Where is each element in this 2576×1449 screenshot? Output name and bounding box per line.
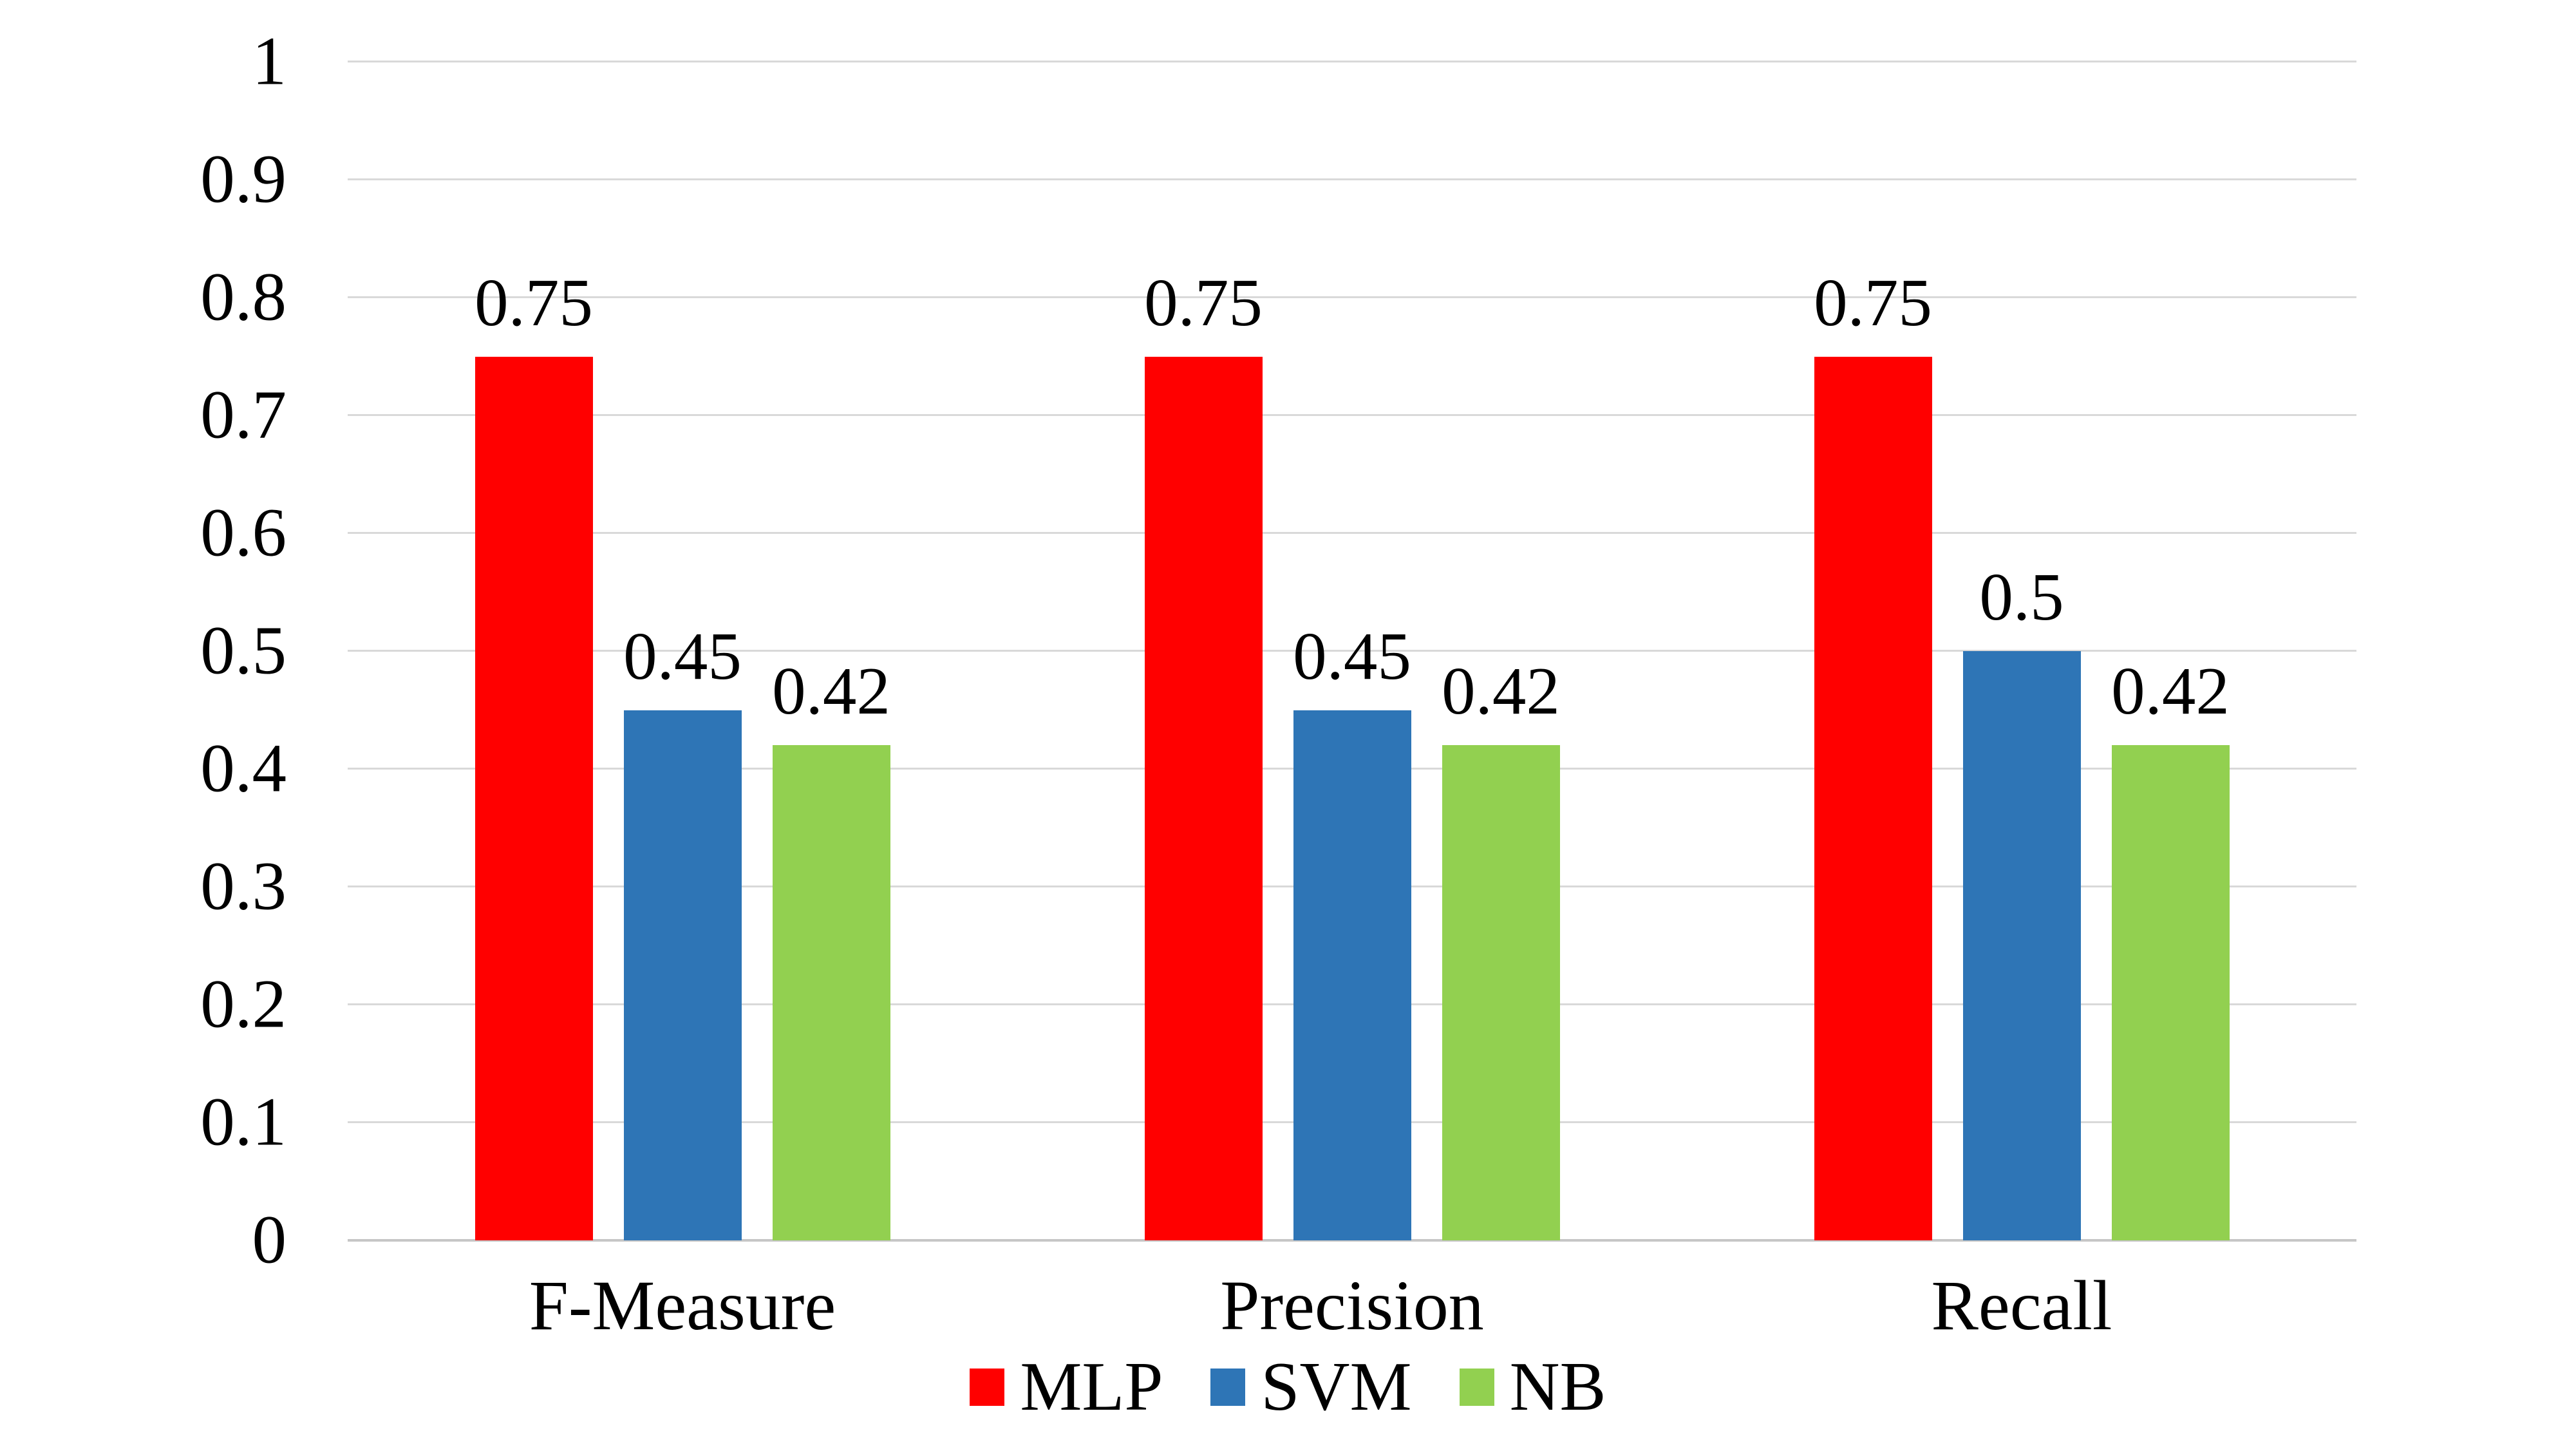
y-tick-label: 0.3: [200, 848, 287, 925]
y-tick-label: 0.6: [200, 495, 287, 571]
legend-label: MLP: [1020, 1349, 1163, 1425]
bar-svm-f-measure: [623, 710, 742, 1240]
bar-value-label: 0.42: [2111, 653, 2230, 729]
plot-area: 0.75 0.45 0.42 0.75 0.45 0.42 0.75 0.5 0.42: [348, 61, 2356, 1242]
y-tick-label: 1: [252, 23, 287, 100]
bar-svm-precision: [1293, 710, 1411, 1240]
gridline: [348, 650, 2356, 652]
legend-item-mlp: MLP: [970, 1352, 1163, 1422]
legend: MLP SVM NB: [0, 1352, 2576, 1422]
category-label-precision: Precision: [1220, 1266, 1484, 1345]
gridline: [348, 296, 2356, 298]
legend-item-nb: NB: [1459, 1349, 1606, 1425]
legend-swatch-nb: [1459, 1368, 1494, 1406]
bar-value-label: 0.42: [772, 653, 890, 729]
x-axis-line: [348, 1239, 2356, 1242]
bar-mlp-recall: [1814, 356, 1932, 1240]
legend-swatch-svm: [1210, 1368, 1246, 1406]
bar-nb-f-measure: [772, 745, 890, 1240]
legend-item-svm: SVM: [1210, 1349, 1412, 1425]
legend-label: NB: [1509, 1349, 1606, 1425]
gridline: [348, 532, 2356, 534]
y-tick-label: 0.8: [200, 259, 287, 336]
bar-nb-precision: [1442, 745, 1560, 1240]
legend-swatch-mlp: [970, 1368, 1005, 1406]
category-label-f-measure: F-Measure: [529, 1266, 836, 1345]
bar-svm-recall: [1962, 651, 2081, 1240]
bar-value-label: 0.75: [475, 264, 593, 340]
bar-value-label: 0.75: [1144, 264, 1263, 340]
bar-value-label: 0.42: [1442, 653, 1560, 729]
bar-value-label: 0.45: [623, 618, 742, 694]
y-tick-label: 0.7: [200, 377, 287, 453]
gridline: [348, 414, 2356, 416]
legend-label: SVM: [1261, 1349, 1412, 1425]
gridline: [348, 178, 2356, 180]
category-label-recall: Recall: [1931, 1266, 2112, 1345]
y-axis: 1 0.9 0.8 0.7 0.6 0.5 0.4 0.3 0.2 0.1 0: [0, 27, 287, 1274]
bar-nb-recall: [2111, 745, 2230, 1240]
bar-value-label: 0.45: [1293, 618, 1411, 694]
y-tick-label: 0.4: [200, 730, 287, 807]
bar-value-label: 0.75: [1814, 264, 1932, 340]
bar-mlp-f-measure: [475, 356, 593, 1240]
bar-mlp-precision: [1144, 356, 1263, 1240]
gridline: [348, 61, 2356, 62]
y-tick-label: 0.1: [200, 1084, 287, 1160]
bar-value-label: 0.5: [1979, 559, 2064, 634]
y-tick-label: 0.9: [200, 141, 287, 218]
y-tick-label: 0.2: [200, 966, 287, 1043]
y-tick-label: 0: [252, 1202, 287, 1278]
y-tick-label: 0.5: [200, 612, 287, 689]
